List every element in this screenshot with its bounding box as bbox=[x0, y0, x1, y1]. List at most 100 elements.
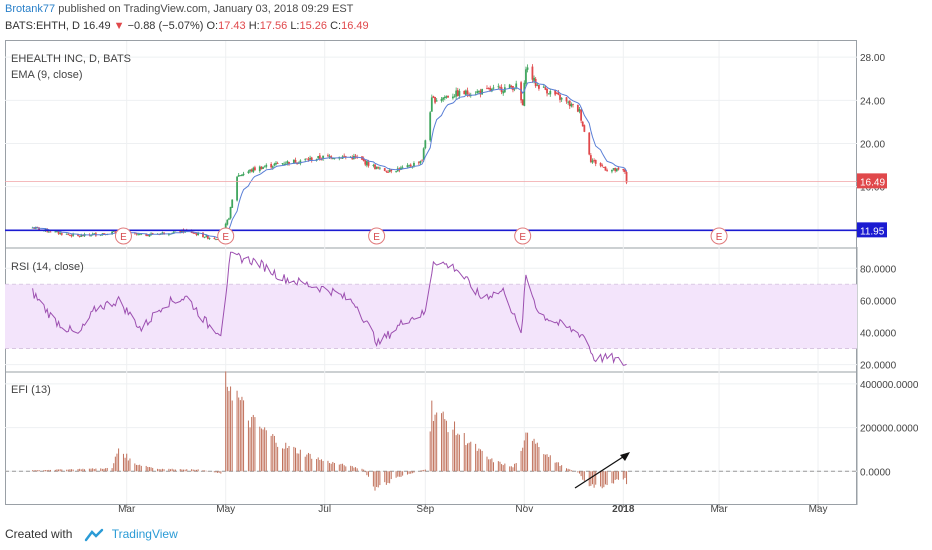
candle-body bbox=[271, 166, 274, 168]
last-price-tag-label: 16.49 bbox=[860, 177, 885, 188]
support-price-tag bbox=[857, 222, 887, 238]
candle-body bbox=[161, 232, 164, 234]
candle-body bbox=[406, 165, 409, 168]
x-tick-label: May bbox=[809, 504, 828, 515]
candle-body bbox=[443, 96, 446, 99]
candle-body bbox=[258, 166, 261, 172]
candle-body bbox=[213, 237, 216, 239]
candle-body bbox=[328, 156, 331, 157]
candle-body bbox=[538, 84, 540, 89]
candle-body bbox=[419, 160, 422, 164]
candle-body bbox=[593, 160, 595, 161]
candle-body bbox=[583, 125, 586, 132]
candle-body bbox=[602, 167, 605, 168]
candle-body bbox=[250, 169, 253, 172]
candle-body bbox=[372, 164, 375, 166]
candle-body bbox=[447, 95, 449, 98]
candle-body bbox=[377, 167, 380, 169]
candle-body bbox=[400, 167, 402, 170]
price-y-tick-label: 28.00 bbox=[860, 53, 885, 64]
x-tick-label: May bbox=[216, 504, 235, 515]
candle-body bbox=[77, 233, 79, 236]
candle-body bbox=[90, 235, 92, 237]
candle-body bbox=[270, 164, 273, 168]
earnings-marker-label: E bbox=[716, 232, 723, 243]
candle-body bbox=[254, 167, 256, 171]
candle-body bbox=[47, 231, 50, 233]
candle-body bbox=[464, 90, 467, 95]
open-label: O: bbox=[206, 20, 219, 32]
tradingview-brand[interactable]: TradingView bbox=[111, 527, 178, 541]
candle-body bbox=[80, 235, 83, 237]
candle-body bbox=[588, 132, 591, 155]
candle-body bbox=[252, 167, 255, 173]
candle-body bbox=[533, 77, 535, 81]
down-arrow-icon: ▼ bbox=[113, 20, 125, 32]
candle-body bbox=[492, 87, 495, 89]
candle-body bbox=[383, 168, 386, 171]
candle-body bbox=[231, 199, 234, 208]
candle-body bbox=[304, 158, 307, 160]
candle-body bbox=[292, 159, 295, 164]
candle-body bbox=[625, 172, 628, 183]
price-y-tick-label: 24.00 bbox=[860, 96, 885, 107]
candle-body bbox=[521, 99, 524, 106]
candle-body bbox=[260, 166, 263, 170]
trend-arrow[interactable] bbox=[574, 454, 627, 489]
x-tick-label: Sep bbox=[416, 504, 434, 515]
candle-body bbox=[422, 148, 425, 160]
candle-body bbox=[146, 235, 149, 237]
candle-body bbox=[112, 231, 115, 232]
support-price-tag-label: 11.95 bbox=[860, 226, 885, 237]
candle-body bbox=[362, 158, 365, 161]
candle-body bbox=[435, 100, 438, 102]
candle-body bbox=[536, 84, 539, 86]
candle-body bbox=[421, 160, 423, 162]
candle-body bbox=[249, 169, 251, 172]
candle-body bbox=[432, 96, 435, 98]
rsi-band bbox=[5, 284, 857, 349]
candle-body bbox=[510, 85, 513, 88]
candle-body bbox=[148, 234, 151, 237]
candle-body bbox=[283, 163, 286, 165]
candle-body bbox=[555, 93, 558, 95]
earnings-marker-label: E bbox=[222, 232, 229, 243]
candle-body bbox=[430, 97, 433, 112]
candle-body bbox=[429, 112, 432, 141]
candle-body bbox=[413, 162, 415, 167]
candle-body bbox=[611, 169, 613, 172]
rsi-y-tick-label: 80.0000 bbox=[860, 264, 897, 275]
candle-body bbox=[622, 168, 625, 171]
candle-body bbox=[322, 155, 324, 160]
candle-body bbox=[559, 94, 561, 100]
candle-body bbox=[331, 158, 334, 160]
candle-body bbox=[520, 82, 522, 101]
candle-body bbox=[151, 233, 154, 235]
high-value: 17.56 bbox=[259, 20, 288, 32]
candle-body bbox=[547, 93, 550, 95]
candle-body bbox=[60, 233, 63, 235]
candle-body bbox=[458, 91, 461, 96]
candle-body bbox=[281, 163, 284, 164]
author-link[interactable]: Brotank77 bbox=[5, 3, 56, 15]
candle-body bbox=[228, 218, 230, 220]
candle-body bbox=[374, 164, 376, 170]
candle-body bbox=[239, 175, 242, 177]
candle-body bbox=[594, 160, 597, 164]
price-y-tick-label: 20.00 bbox=[860, 140, 885, 151]
candle-body bbox=[344, 156, 347, 158]
close-label: C: bbox=[330, 20, 342, 32]
candle-body bbox=[601, 165, 604, 167]
candle-body bbox=[576, 104, 579, 112]
candle-body bbox=[215, 239, 217, 241]
candle-body bbox=[568, 100, 571, 107]
candle-body bbox=[276, 163, 279, 164]
candle-body bbox=[525, 69, 527, 84]
candle-body bbox=[481, 88, 484, 95]
ohlc-line: BATS:EHTH, D 16.49 ▼ −0.88 (−5.07%) O:17… bbox=[5, 20, 369, 32]
candle-body bbox=[434, 96, 436, 103]
efi-y-tick-label: 200000.0000 bbox=[860, 424, 919, 435]
candle-body bbox=[572, 104, 574, 105]
change-value: −0.88 (−5.07%) bbox=[127, 20, 204, 32]
